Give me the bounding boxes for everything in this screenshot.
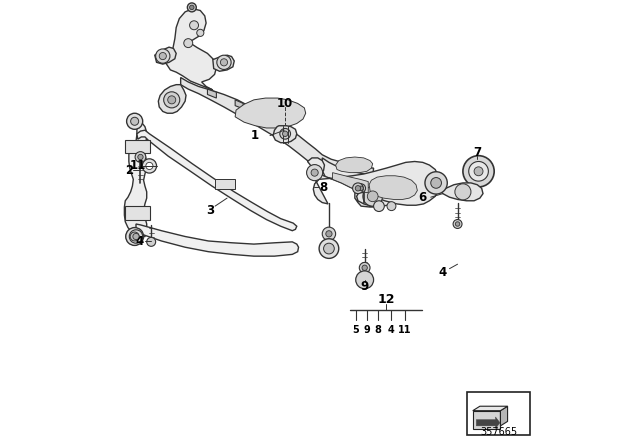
Text: 5: 5 [353,325,359,335]
Text: 7: 7 [473,146,481,159]
Circle shape [164,92,180,108]
Circle shape [455,222,460,226]
Circle shape [146,162,153,169]
Circle shape [324,243,334,254]
Circle shape [455,184,471,200]
Text: 1: 1 [251,129,259,142]
Circle shape [362,265,367,271]
Text: 6: 6 [419,191,427,204]
Polygon shape [473,406,508,411]
Circle shape [138,154,143,159]
Bar [215,179,235,189]
Circle shape [359,186,364,190]
Circle shape [220,59,228,66]
Circle shape [307,164,323,181]
Polygon shape [369,176,417,199]
Circle shape [168,96,176,104]
Text: 357665: 357665 [480,427,517,438]
Polygon shape [333,172,368,193]
Text: 11: 11 [398,325,412,335]
Text: 11: 11 [130,159,146,172]
Circle shape [217,55,231,69]
Polygon shape [476,417,500,429]
Polygon shape [158,85,186,113]
Polygon shape [442,183,483,201]
Circle shape [453,220,462,228]
Circle shape [129,230,143,243]
Text: 8: 8 [319,181,328,194]
Circle shape [474,167,483,176]
Circle shape [188,3,196,12]
Circle shape [387,202,396,211]
Polygon shape [180,78,374,176]
Circle shape [125,228,143,246]
Text: 12: 12 [378,293,395,306]
Circle shape [196,29,204,36]
Circle shape [431,177,442,188]
Text: 4: 4 [387,325,394,335]
Circle shape [425,172,447,194]
Circle shape [363,186,383,206]
Polygon shape [213,55,234,71]
Polygon shape [322,158,399,207]
Text: 9: 9 [360,280,369,293]
Text: 8: 8 [374,325,381,335]
Circle shape [142,159,157,173]
Circle shape [326,231,332,237]
Circle shape [468,161,488,181]
Polygon shape [155,47,176,64]
Polygon shape [136,224,299,256]
Circle shape [319,239,339,258]
Bar [125,140,150,153]
Polygon shape [124,121,147,237]
Circle shape [189,5,194,9]
Circle shape [355,185,361,191]
Text: 3: 3 [207,204,214,217]
Circle shape [463,155,494,187]
Polygon shape [273,126,297,143]
Circle shape [322,227,335,241]
Polygon shape [307,158,440,205]
Circle shape [356,271,374,289]
Circle shape [374,201,384,211]
Polygon shape [235,98,306,128]
Circle shape [189,21,198,30]
Polygon shape [500,406,508,426]
Circle shape [127,113,143,129]
Text: 4: 4 [135,235,143,248]
Circle shape [353,183,364,194]
Text: 9: 9 [364,325,371,335]
Circle shape [184,39,193,47]
Circle shape [280,129,291,139]
Circle shape [135,152,146,162]
Circle shape [131,117,139,125]
Circle shape [282,131,288,137]
Circle shape [147,237,156,246]
FancyBboxPatch shape [473,411,500,429]
Circle shape [133,233,139,240]
Polygon shape [207,89,216,98]
Polygon shape [235,100,243,109]
Bar [125,206,150,220]
Bar [467,392,530,435]
Polygon shape [166,9,216,90]
Circle shape [130,232,139,241]
Circle shape [159,52,166,60]
Circle shape [156,49,170,63]
Circle shape [359,263,370,273]
Text: 10: 10 [277,97,293,110]
Circle shape [367,191,378,202]
Polygon shape [335,157,372,172]
Text: 2: 2 [125,164,133,177]
Text: 4: 4 [438,266,447,279]
Circle shape [311,169,318,176]
Polygon shape [137,130,297,231]
Circle shape [356,184,365,193]
